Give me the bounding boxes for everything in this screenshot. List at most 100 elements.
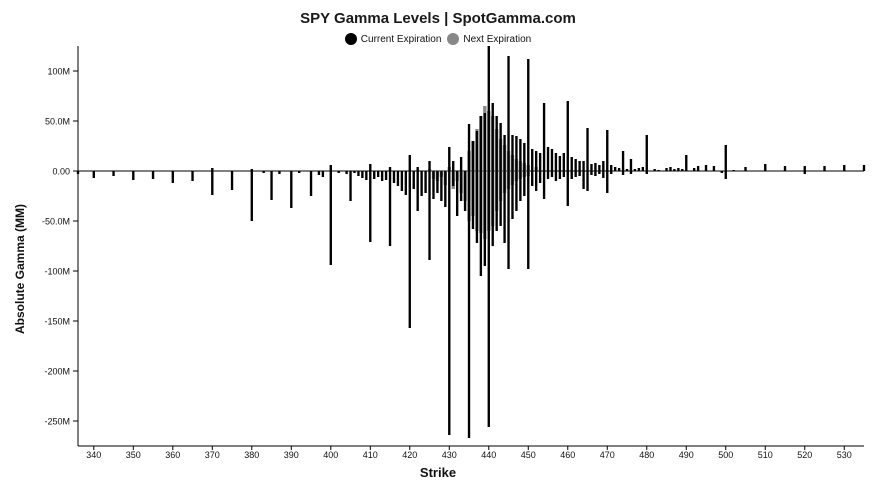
bar-current-expiration [515, 171, 518, 211]
y-tick-label: -250M [44, 417, 70, 427]
bar-current-expiration [546, 171, 550, 179]
bar-current-expiration [507, 171, 510, 269]
bar-current-expiration [459, 157, 463, 171]
bar-current-expiration [538, 171, 542, 183]
bar-current-expiration [629, 171, 633, 174]
bar-current-expiration [558, 171, 562, 179]
bar-current-expiration [487, 171, 490, 427]
bar-current-expiration [345, 171, 348, 174]
bar-current-expiration [712, 166, 716, 171]
bar-current-expiration [803, 166, 806, 171]
bar-current-expiration [353, 171, 356, 173]
y-axis: 100M 50.0M 0.00 -50.0M -100M -150M -200M -250M [42, 46, 79, 446]
bar-current-expiration [621, 171, 625, 175]
bar-current-expiration [724, 145, 727, 171]
bar-current-expiration [531, 171, 534, 186]
y-tick-label: 0.00 [52, 167, 70, 177]
bar-current-expiration [290, 171, 293, 208]
bar-current-expiration [495, 116, 498, 171]
bar-current-expiration [803, 171, 806, 174]
bar-current-expiration [527, 59, 530, 171]
bar-current-expiration [669, 167, 672, 171]
bar-current-expiration [633, 169, 637, 171]
bar-current-expiration [132, 171, 135, 180]
bar-current-expiration [558, 156, 562, 171]
bar-current-expiration [550, 171, 554, 177]
bar-current-expiration [321, 171, 325, 177]
x-tick-label: 480 [639, 450, 654, 460]
bar-current-expiration [764, 164, 767, 171]
bar-current-expiration [613, 167, 617, 171]
x-tick-label: 530 [837, 450, 852, 460]
bar-current-expiration [396, 171, 400, 186]
bar-current-expiration [392, 171, 396, 183]
x-tick-label: 430 [442, 450, 457, 460]
bar-current-expiration [491, 103, 494, 171]
legend-item-next[interactable]: Next Expiration [447, 33, 531, 45]
bar-current-expiration [452, 161, 455, 171]
bar-current-expiration [475, 171, 479, 243]
x-tick-label: 370 [205, 450, 220, 460]
bar-current-expiration [384, 171, 388, 180]
bar-current-expiration [471, 141, 475, 171]
x-tick-label: 410 [363, 450, 378, 460]
x-tick-label: 440 [481, 450, 496, 460]
bar-current-expiration [606, 130, 609, 171]
bar-current-expiration [483, 171, 487, 266]
bar-current-expiration [511, 171, 514, 219]
y-tick-label: -200M [44, 367, 70, 377]
bar-current-expiration [519, 139, 522, 171]
bar-current-expiration [92, 171, 95, 178]
bar-current-expiration [329, 165, 332, 171]
bar-current-expiration [424, 171, 427, 193]
bar-current-expiration [542, 103, 546, 171]
chart-title: SPY Gamma Levels | SpotGamma.com [300, 10, 576, 27]
bar-current-expiration [471, 171, 475, 229]
x-tick-label: 510 [758, 450, 773, 460]
bar-current-expiration [349, 171, 352, 201]
bar-current-expiration [432, 171, 435, 199]
y-tick-label: -100M [44, 267, 70, 277]
x-tick-label: 500 [718, 450, 733, 460]
bar-current-expiration [408, 171, 411, 328]
bar-current-expiration [499, 171, 502, 226]
x-tick-label: 470 [600, 450, 615, 460]
bar-current-expiration [724, 171, 727, 179]
bar-current-expiration [562, 153, 566, 171]
bar-current-expiration [602, 161, 605, 171]
bar-current-expiration [507, 56, 510, 171]
legend-item-current[interactable]: Current Expiration [344, 33, 441, 45]
x-tick-label: 490 [679, 450, 694, 460]
bar-current-expiration [527, 171, 530, 269]
bar-current-expiration [566, 101, 569, 171]
bar-current-expiration [515, 136, 518, 171]
y-tick-label: 100M [47, 67, 70, 77]
bar-current-expiration [262, 171, 265, 173]
bar-current-expiration [365, 171, 368, 180]
bar-current-expiration [211, 171, 214, 195]
bar-current-expiration [653, 169, 656, 171]
bar-current-expiration [298, 171, 301, 173]
bar-current-expiration [704, 165, 708, 171]
bar-current-expiration [606, 171, 609, 193]
bar-current-expiration [625, 169, 629, 171]
bar-current-expiration [404, 171, 408, 195]
bar-current-expiration [519, 171, 522, 201]
bar-current-expiration [376, 171, 380, 177]
bar-current-expiration [317, 171, 321, 175]
bar-current-expiration [436, 171, 439, 193]
bar-current-expiration [610, 171, 613, 174]
bar-current-expiration [479, 116, 483, 171]
bar-current-expiration [594, 171, 597, 176]
x-tick-label: 400 [323, 450, 338, 460]
bar-current-expiration [732, 170, 735, 171]
bar-current-expiration [388, 167, 392, 171]
bar-current-expiration [361, 171, 364, 178]
legend-label-next: Next Expiration [463, 33, 532, 45]
bar-current-expiration [412, 171, 415, 189]
bar-current-expiration [380, 171, 384, 181]
bar-current-expiration [503, 171, 506, 243]
x-tick-label: 460 [560, 450, 575, 460]
bar-current-expiration [744, 167, 747, 171]
bar-current-expiration [171, 171, 174, 183]
